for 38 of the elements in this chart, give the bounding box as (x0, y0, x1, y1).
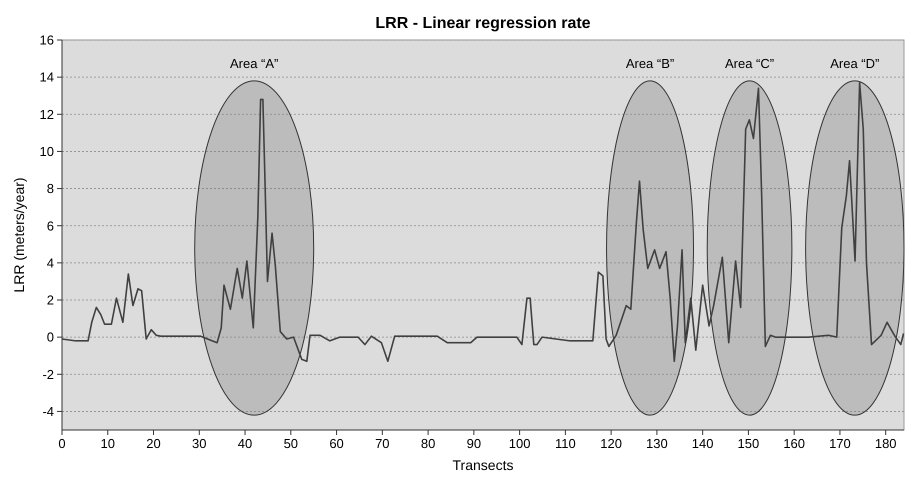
line-series (61, 82, 904, 362)
y-tick-label: 0 (46, 330, 54, 345)
y-axis-title: LRR (meters/year) (11, 177, 27, 293)
x-tick-label: 30 (192, 436, 207, 451)
x-tick-label: 0 (58, 436, 66, 451)
x-tick-label: 80 (420, 436, 436, 451)
x-tick-label: 70 (375, 436, 390, 451)
y-tick-label: 2 (46, 292, 54, 308)
x-tick-label: 180 (874, 436, 897, 451)
x-tick-label: 50 (284, 436, 298, 451)
annotation: Area “B” (626, 56, 674, 71)
chart-title: LRR - Linear regression rate (375, 15, 591, 32)
annotation: Area “C” (724, 56, 774, 71)
x-tick-label: 140 (692, 436, 714, 451)
x-tick-label: 110 (555, 436, 576, 451)
y-tick-label: 10 (40, 144, 54, 159)
y-tick-label: 14 (40, 70, 54, 85)
y-tick-label: 6 (46, 218, 54, 234)
x-tick-label: 20 (146, 436, 161, 451)
y-tick-label: 16 (40, 32, 54, 48)
x-tick-label: 90 (466, 436, 482, 451)
y-tick-label: 8 (46, 181, 54, 196)
y-tick-label: 12 (40, 106, 54, 122)
x-tick-label: 150 (738, 436, 760, 451)
annotation: Area “D” (830, 56, 880, 71)
y-tick-label: -2 (42, 366, 54, 382)
x-tick-label: 60 (329, 436, 344, 451)
y-tick-label: -4 (42, 404, 54, 419)
x-tick-label: 130 (646, 436, 668, 451)
annotation: Area “A” (230, 56, 278, 71)
x-tick-label: 10 (100, 436, 115, 451)
x-tick-label: 120 (600, 436, 622, 451)
x-tick-label: 170 (829, 436, 851, 451)
y-tick-label: 4 (46, 255, 54, 270)
x-axis-title: Transects (452, 457, 514, 473)
x-tick-label: 100 (508, 436, 530, 451)
x-tick-label: 40 (238, 436, 252, 451)
x-tick-label: 160 (783, 436, 806, 451)
